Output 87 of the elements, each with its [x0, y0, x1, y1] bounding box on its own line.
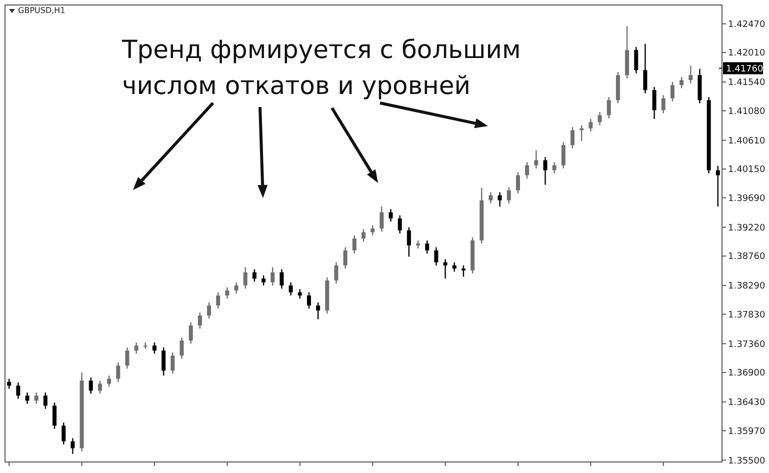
- candlestick: [7, 378, 12, 390]
- candlestick: [425, 240, 430, 254]
- candlestick: [388, 208, 393, 222]
- candlestick: [162, 346, 166, 376]
- candlestick: [352, 234, 356, 254]
- candlestick: [670, 81, 674, 102]
- candlestick: [380, 206, 384, 232]
- candlestick: [543, 156, 548, 186]
- candlestick: [525, 162, 530, 180]
- candlestick: [661, 94, 666, 114]
- y-tick-label: 1.35970: [728, 426, 766, 437]
- candlestick: [362, 228, 366, 242]
- y-tick-label: 1.36900: [728, 368, 766, 379]
- candlestick: [43, 392, 48, 410]
- candlestick: [634, 46, 638, 74]
- candlestick: [243, 266, 248, 290]
- candlestick: [406, 226, 411, 258]
- y-tick-label: 1.41080: [728, 106, 766, 117]
- y-tick-label: 1.40150: [728, 165, 766, 176]
- y-tick-label: 1.41540: [728, 78, 766, 88]
- candlestick: [316, 302, 320, 320]
- candlestick: [107, 375, 112, 388]
- candlestick: [688, 65, 693, 84]
- candlestick: [498, 192, 502, 208]
- candlestick: [207, 302, 212, 320]
- y-tick-label: 1.36430: [728, 398, 766, 408]
- candlestick: [561, 142, 566, 169]
- candlestick: [370, 224, 375, 236]
- candlestick: [643, 43, 648, 94]
- y-tick-label: 1.37830: [728, 310, 766, 320]
- candlestick: [443, 258, 448, 280]
- candlestick: [234, 282, 238, 294]
- candlestick: [116, 362, 120, 382]
- candlestick: [52, 402, 57, 430]
- candlestick: [198, 312, 202, 330]
- candlestick: [534, 150, 538, 169]
- candlestick: [606, 96, 611, 119]
- candlestick: [170, 352, 175, 374]
- candlestick: [288, 282, 293, 296]
- candlestick: [270, 266, 275, 286]
- candlestick: [88, 376, 93, 394]
- candlestick: [25, 392, 30, 404]
- candlestick: [343, 246, 348, 270]
- candlestick: [216, 292, 220, 310]
- candlestick: [98, 380, 102, 394]
- candlestick: [70, 438, 75, 454]
- y-tick-label: 1.42010: [728, 48, 766, 59]
- candlestick: [252, 268, 256, 282]
- candlestick: [516, 172, 520, 194]
- candlestick: [298, 288, 302, 300]
- candlestick: [552, 162, 556, 174]
- chart-title: GBPUSD,H1: [18, 6, 66, 15]
- y-tick-label: 1.35500: [728, 456, 766, 466]
- candlestick: [588, 118, 593, 132]
- candlestick: [398, 214, 402, 234]
- candlestick: [334, 262, 338, 284]
- candlestick: [488, 192, 493, 204]
- annotation: 1.41760: [726, 64, 764, 74]
- candlestick: [225, 286, 230, 300]
- candlestick: [262, 274, 266, 286]
- candlestick: [652, 86, 656, 120]
- candlestick: [34, 392, 38, 404]
- candlestick: [598, 111, 602, 126]
- y-tick-label: 1.38760: [728, 252, 766, 262]
- candlestick: [680, 76, 684, 89]
- y-tick-label: 1.39690: [728, 194, 766, 204]
- candlestick: [280, 268, 284, 290]
- candlestick: [570, 126, 575, 149]
- candlestick: [306, 292, 311, 310]
- candlestick: [506, 186, 511, 204]
- candlestick: [16, 382, 20, 400]
- candlestick: [452, 262, 456, 272]
- candlestick: [152, 342, 156, 354]
- candlestick: [134, 342, 138, 354]
- candlestick: [125, 346, 130, 370]
- y-tick-label: 1.40610: [728, 136, 766, 146]
- candlestick: [62, 422, 66, 446]
- y-tick-label: 1.38290: [728, 282, 766, 292]
- candlestick: [716, 165, 720, 208]
- candlestick: [188, 322, 193, 344]
- y-tick-label: 1.39220: [728, 223, 766, 234]
- annotation: Тренд фрмируется с большим числом откатов и уровней: [121, 35, 521, 100]
- candlestick: [461, 264, 466, 278]
- candlestick: [180, 336, 184, 360]
- y-tick-label: 1.37360: [728, 340, 766, 350]
- candlestick: [434, 246, 438, 266]
- y-tick-label: 1.42470: [728, 20, 766, 30]
